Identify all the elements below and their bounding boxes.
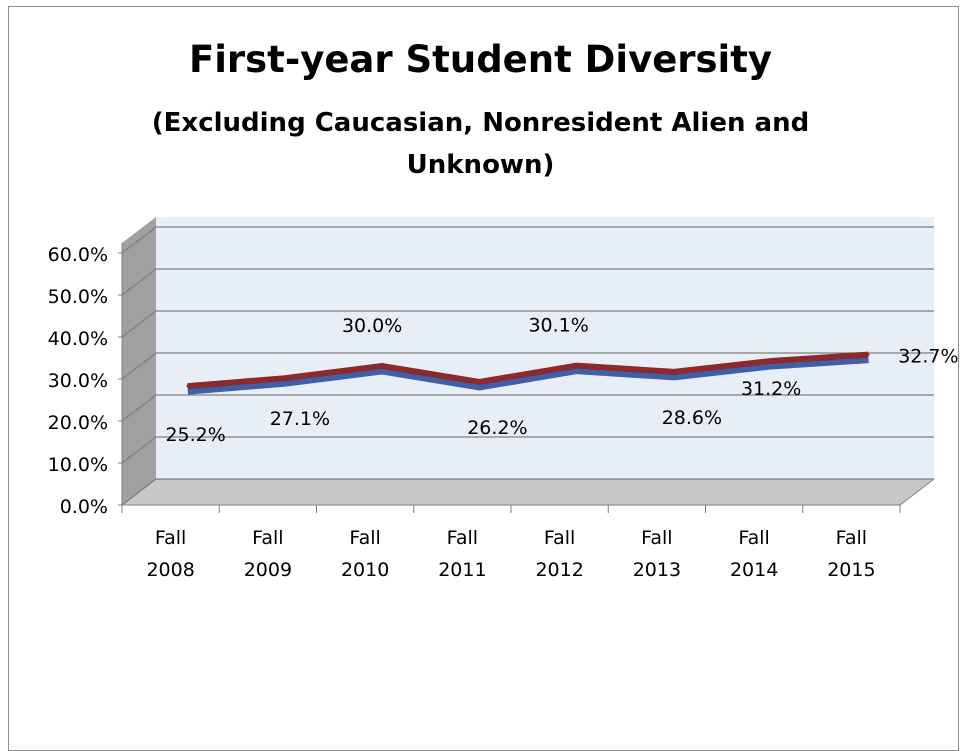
y-tick-label: 60.0% xyxy=(48,244,108,266)
y-tick-label: 40.0% xyxy=(48,328,108,350)
data-point xyxy=(478,380,481,384)
chart-back-wall xyxy=(156,217,934,479)
x-tick-label: Fall 2009 xyxy=(244,527,292,581)
data-label: 25.2% xyxy=(165,424,225,446)
chart-side-wall xyxy=(122,217,156,505)
x-tick-label: Fall 2013 xyxy=(633,527,681,581)
x-axis-ticks: Fall 2008 Fall 2009 Fall 2010 Fall 2011 Fall 2012… xyxy=(121,505,901,581)
x-tick-label: Fall 2011 xyxy=(438,527,486,581)
gridline xyxy=(121,226,934,254)
y-axis-ticks: 0.0% 10.0% 20.0% 30.0% 40.0% 50.0% 60.0% xyxy=(48,244,122,518)
x-tick-label: Fall 2010 xyxy=(341,527,389,581)
data-label: 28.6% xyxy=(662,407,722,429)
series-line xyxy=(187,351,869,390)
gridline xyxy=(121,478,934,506)
chart-title: First-year Student Diversity xyxy=(188,38,773,81)
data-label: 30.1% xyxy=(528,315,588,337)
data-label: 27.1% xyxy=(270,408,330,430)
data-point xyxy=(672,370,676,374)
gridline xyxy=(121,352,934,380)
floor-edge xyxy=(899,478,935,506)
data-label: 30.0% xyxy=(342,315,402,337)
gridline xyxy=(121,268,934,296)
chart-series xyxy=(186,351,870,395)
data-label: 31.2% xyxy=(741,378,801,400)
gridline xyxy=(121,310,934,338)
gridline xyxy=(121,436,934,464)
data-point xyxy=(867,353,870,356)
chart-subtitle-line-2: Unknown) xyxy=(406,150,555,180)
chart-gridlines xyxy=(121,226,934,506)
data-point xyxy=(575,364,578,367)
data-label: 26.2% xyxy=(467,417,527,439)
data-point xyxy=(186,384,189,388)
gridline xyxy=(121,394,934,422)
y-tick-label: 0.0% xyxy=(60,496,108,518)
chart-subtitle-line-1: (Excluding Caucasian, Nonresident Alien … xyxy=(151,108,810,138)
data-point xyxy=(283,376,287,380)
chart-floor xyxy=(122,479,934,505)
x-tick-label: Fall 2015 xyxy=(827,527,875,581)
y-tick-label: 20.0% xyxy=(48,412,108,434)
data-label: 32.7% xyxy=(898,346,958,368)
y-tick-label: 30.0% xyxy=(48,370,108,392)
x-tick-label: Fall 2014 xyxy=(730,527,778,581)
x-tick-label: Fall 2008 xyxy=(146,527,194,581)
x-tick-label: Fall 2012 xyxy=(535,527,583,581)
y-tick-label: 10.0% xyxy=(48,454,108,476)
y-tick-label: 50.0% xyxy=(48,286,108,308)
data-labels: 25.2% 27.1% 30.0% 26.2% 30.1% 28.6% 31.2% 32.7% xyxy=(165,315,958,447)
data-point xyxy=(769,359,773,363)
data-point xyxy=(380,364,384,368)
